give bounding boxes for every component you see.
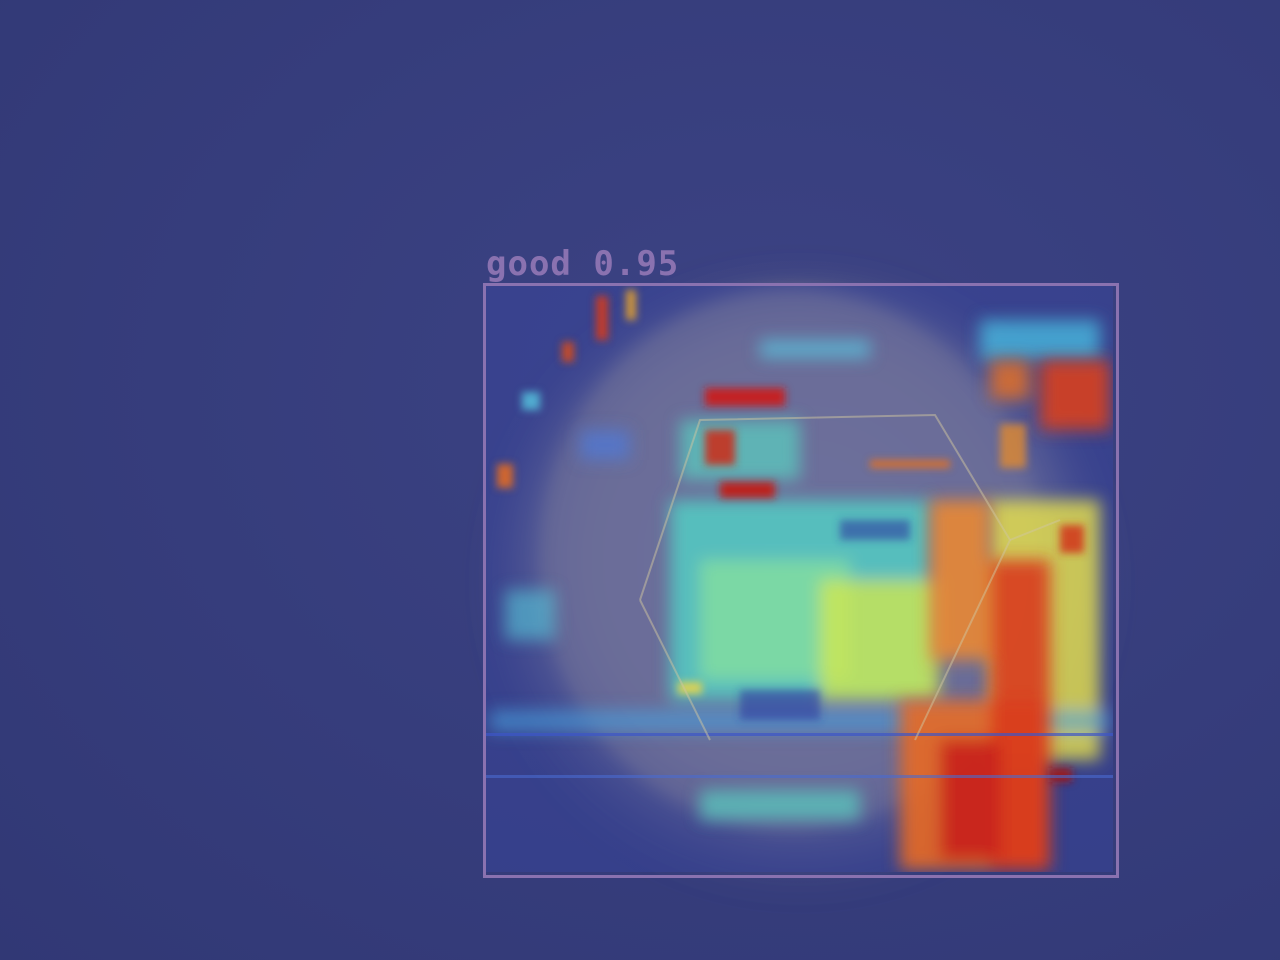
class-label: good xyxy=(486,244,572,284)
detection-label: good 0.95 xyxy=(486,244,679,284)
confidence-score: 0.95 xyxy=(593,244,680,284)
heatmap-overlay xyxy=(486,286,1113,872)
detection-bounding-box xyxy=(483,283,1119,878)
